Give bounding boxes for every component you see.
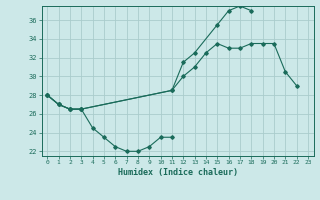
X-axis label: Humidex (Indice chaleur): Humidex (Indice chaleur) [118,168,237,177]
